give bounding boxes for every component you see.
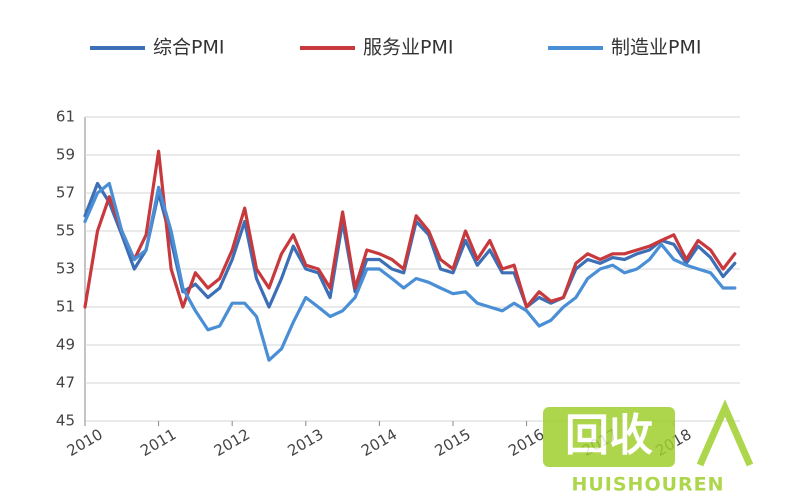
legend-label: 服务业PMI xyxy=(363,37,453,59)
series-line xyxy=(83,149,737,309)
legend-item: 制造业PMI xyxy=(548,37,701,59)
legend-item: 服务业PMI xyxy=(300,37,453,59)
y-tick-label: 57 xyxy=(56,184,75,202)
y-tick-label: 55 xyxy=(56,222,75,240)
legend-label: 制造业PMI xyxy=(611,37,701,59)
y-tick-label: 59 xyxy=(56,146,75,164)
watermark-sub: HUISHOUREN xyxy=(571,474,724,496)
y-tick-label: 53 xyxy=(56,260,75,278)
y-tick-label: 45 xyxy=(56,412,75,430)
y-tick-label: 51 xyxy=(56,298,75,316)
legend-item: 综合PMI xyxy=(90,37,224,59)
watermark-main: 回收 xyxy=(565,410,653,461)
x-tick-label: 2010 xyxy=(64,425,106,460)
legend-label: 综合PMI xyxy=(153,37,224,59)
y-tick-label: 47 xyxy=(56,374,75,392)
x-tick-label: 2012 xyxy=(211,425,253,460)
series-line xyxy=(83,181,737,362)
y-tick-label: 49 xyxy=(56,336,75,354)
y-tick-label: 61 xyxy=(56,108,75,126)
watermark-box xyxy=(543,407,675,467)
x-tick-label: 2014 xyxy=(358,425,400,460)
watermark: 回收 HUISHOUREN xyxy=(543,399,754,496)
x-tick-label: 2013 xyxy=(285,425,327,460)
x-tick-label: 2016 xyxy=(505,425,547,460)
watermark-icon xyxy=(696,399,754,467)
x-tick-label: 2015 xyxy=(432,425,474,460)
x-tick-label: 2011 xyxy=(137,425,179,460)
